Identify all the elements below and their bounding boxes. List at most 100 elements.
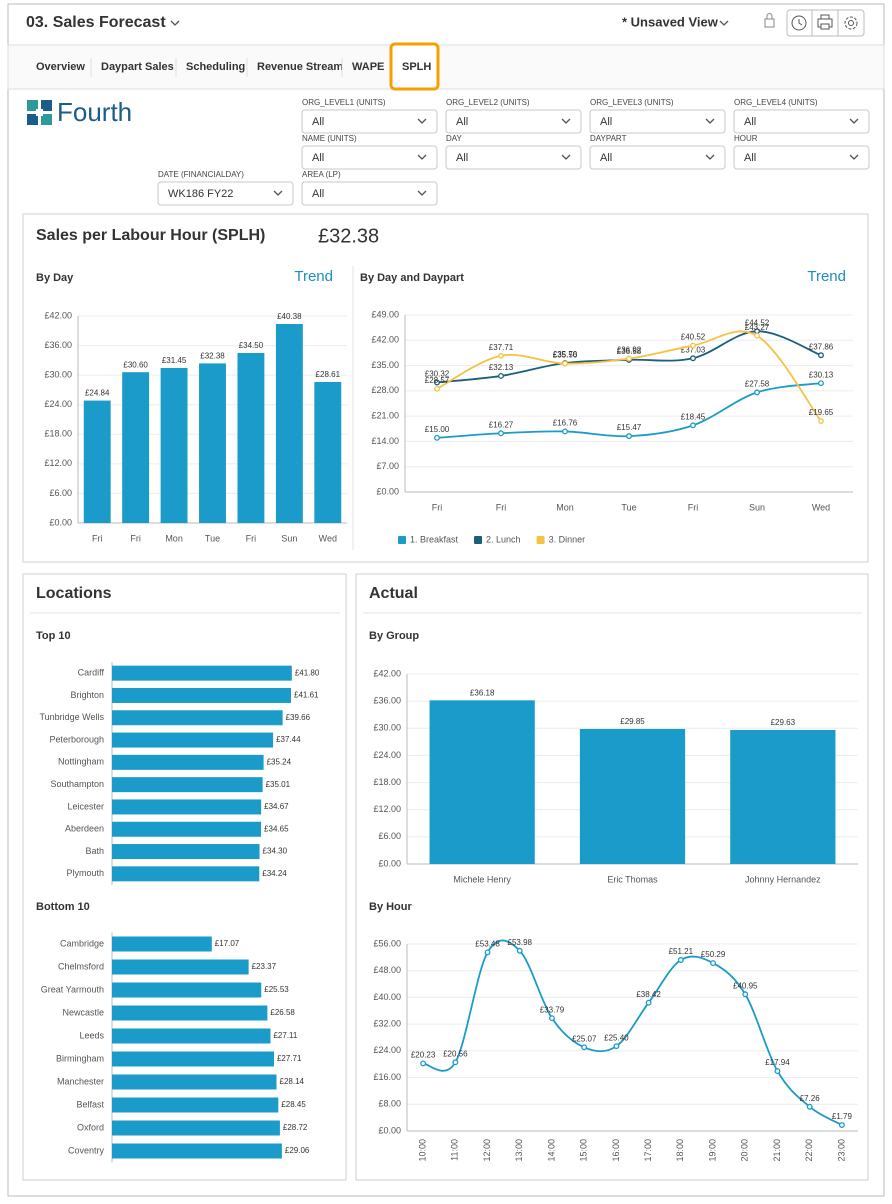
filter-value[interactable]: All: [456, 116, 468, 128]
point: [690, 355, 696, 362]
filter-value[interactable]: All: [600, 152, 612, 164]
y-tick-label: £40.00: [373, 992, 401, 1002]
dropdown-caret[interactable]: [849, 154, 859, 160]
filter-label: HOUR: [734, 134, 758, 143]
filter-value[interactable]: All: [744, 152, 756, 164]
point: [774, 1068, 781, 1075]
data-label: £36.92: [617, 346, 642, 355]
point: [484, 949, 491, 956]
dropdown-caret[interactable]: [561, 118, 571, 124]
y-tick-label: £6.00: [49, 488, 72, 498]
dropdown-caret[interactable]: [849, 118, 859, 124]
dropdown-caret[interactable]: [417, 118, 427, 124]
settings-button[interactable]: [844, 16, 858, 30]
x-tick-label: Fri: [92, 533, 103, 543]
filter-dropdown[interactable]: [733, 109, 870, 134]
point: [498, 430, 504, 437]
chart-title: Bottom 10: [36, 901, 90, 913]
data-label: £32.38: [200, 352, 225, 361]
filter-dropdown[interactable]: [589, 109, 726, 134]
point: [838, 1122, 845, 1128]
schedule-button[interactable]: [791, 15, 807, 31]
chart-title: By Day and Daypart: [360, 272, 464, 284]
x-tick-label: 13:00: [514, 1139, 524, 1162]
filter-value[interactable]: All: [456, 152, 468, 164]
filter-value[interactable]: All: [312, 188, 324, 200]
y-tick-label: £35.00: [371, 360, 399, 370]
data-label: £25.53: [264, 985, 289, 994]
filter-dropdown[interactable]: [445, 145, 582, 170]
point: [806, 1103, 813, 1110]
print-button[interactable]: [817, 14, 833, 30]
tab[interactable]: Revenue Stream: [257, 61, 343, 73]
x-tick-label: 19:00: [707, 1139, 717, 1162]
filter-dropdown[interactable]: [445, 109, 582, 134]
bar: [112, 665, 292, 681]
data-label: £26.58: [270, 1008, 295, 1017]
y-tick-label: Plymouth: [66, 868, 104, 878]
filter-value[interactable]: All: [312, 116, 324, 128]
data-label: £28.61: [316, 370, 341, 379]
data-label: £38.42: [636, 990, 661, 999]
filter-value[interactable]: All: [744, 116, 756, 128]
dropdown-caret[interactable]: [705, 154, 715, 160]
tab[interactable]: WAPE: [352, 61, 384, 73]
tab[interactable]: Daypart Sales: [101, 61, 174, 73]
data-label: £40.95: [733, 981, 758, 990]
point: [613, 1043, 620, 1050]
bar: [160, 367, 188, 523]
bar: [112, 710, 283, 726]
view-selector[interactable]: * Unsaved View: [622, 14, 719, 29]
y-tick-label: £36.00: [44, 340, 72, 350]
point: [818, 352, 824, 359]
filter-dropdown[interactable]: [301, 181, 438, 206]
filter-dropdown[interactable]: [301, 145, 438, 170]
data-label: £36.18: [470, 688, 495, 697]
filter-dropdown[interactable]: [301, 109, 438, 134]
data-label: £20.56: [443, 1049, 468, 1058]
legend-swatch: [398, 536, 406, 544]
bar: [237, 352, 265, 523]
dropdown-caret[interactable]: [561, 154, 571, 160]
tab[interactable]: Scheduling: [186, 61, 245, 73]
page-title[interactable]: 03. Sales Forecast: [26, 14, 166, 31]
tab-active[interactable]: SPLH: [402, 61, 431, 73]
point: [754, 389, 760, 396]
trend-link[interactable]: Trend: [807, 268, 846, 285]
data-label: £1.79: [832, 1112, 853, 1121]
data-label: £17.07: [215, 939, 240, 948]
point: [645, 999, 652, 1006]
view-caret[interactable]: [719, 20, 729, 26]
data-label: £50.29: [701, 950, 726, 959]
bar: [112, 754, 264, 770]
point: [690, 342, 696, 349]
point: [581, 1044, 588, 1051]
x-tick-label: Fri: [688, 502, 699, 512]
data-label: £44.52: [745, 318, 770, 327]
filter-dropdown[interactable]: [157, 181, 294, 206]
x-tick-label: Eric Thomas: [607, 874, 658, 884]
filter-dropdown[interactable]: [733, 145, 870, 170]
filter-value[interactable]: All: [600, 116, 612, 128]
y-tick-label: Newcastle: [62, 1007, 104, 1017]
filter-value[interactable]: WK186 FY22: [168, 188, 233, 200]
tab[interactable]: Overview: [36, 61, 85, 73]
title-caret[interactable]: [170, 20, 180, 26]
data-label: £16.27: [489, 420, 514, 429]
y-tick-label: £0.00: [378, 1125, 401, 1135]
point: [434, 434, 440, 441]
filter-label: DAYPART: [590, 134, 627, 143]
panel-title: Locations: [36, 585, 112, 602]
bar: [429, 700, 535, 864]
dropdown-caret[interactable]: [417, 154, 427, 160]
filter-dropdown[interactable]: [589, 145, 726, 170]
dropdown-caret[interactable]: [417, 190, 427, 196]
trend-link[interactable]: Trend: [294, 268, 333, 285]
filter-value[interactable]: All: [312, 152, 324, 164]
chart-title: By Group: [369, 630, 419, 642]
dropdown-caret[interactable]: [273, 190, 283, 196]
dropdown-caret[interactable]: [705, 118, 715, 124]
data-label: £35.56: [553, 351, 578, 360]
data-label: £32.13: [489, 363, 514, 372]
